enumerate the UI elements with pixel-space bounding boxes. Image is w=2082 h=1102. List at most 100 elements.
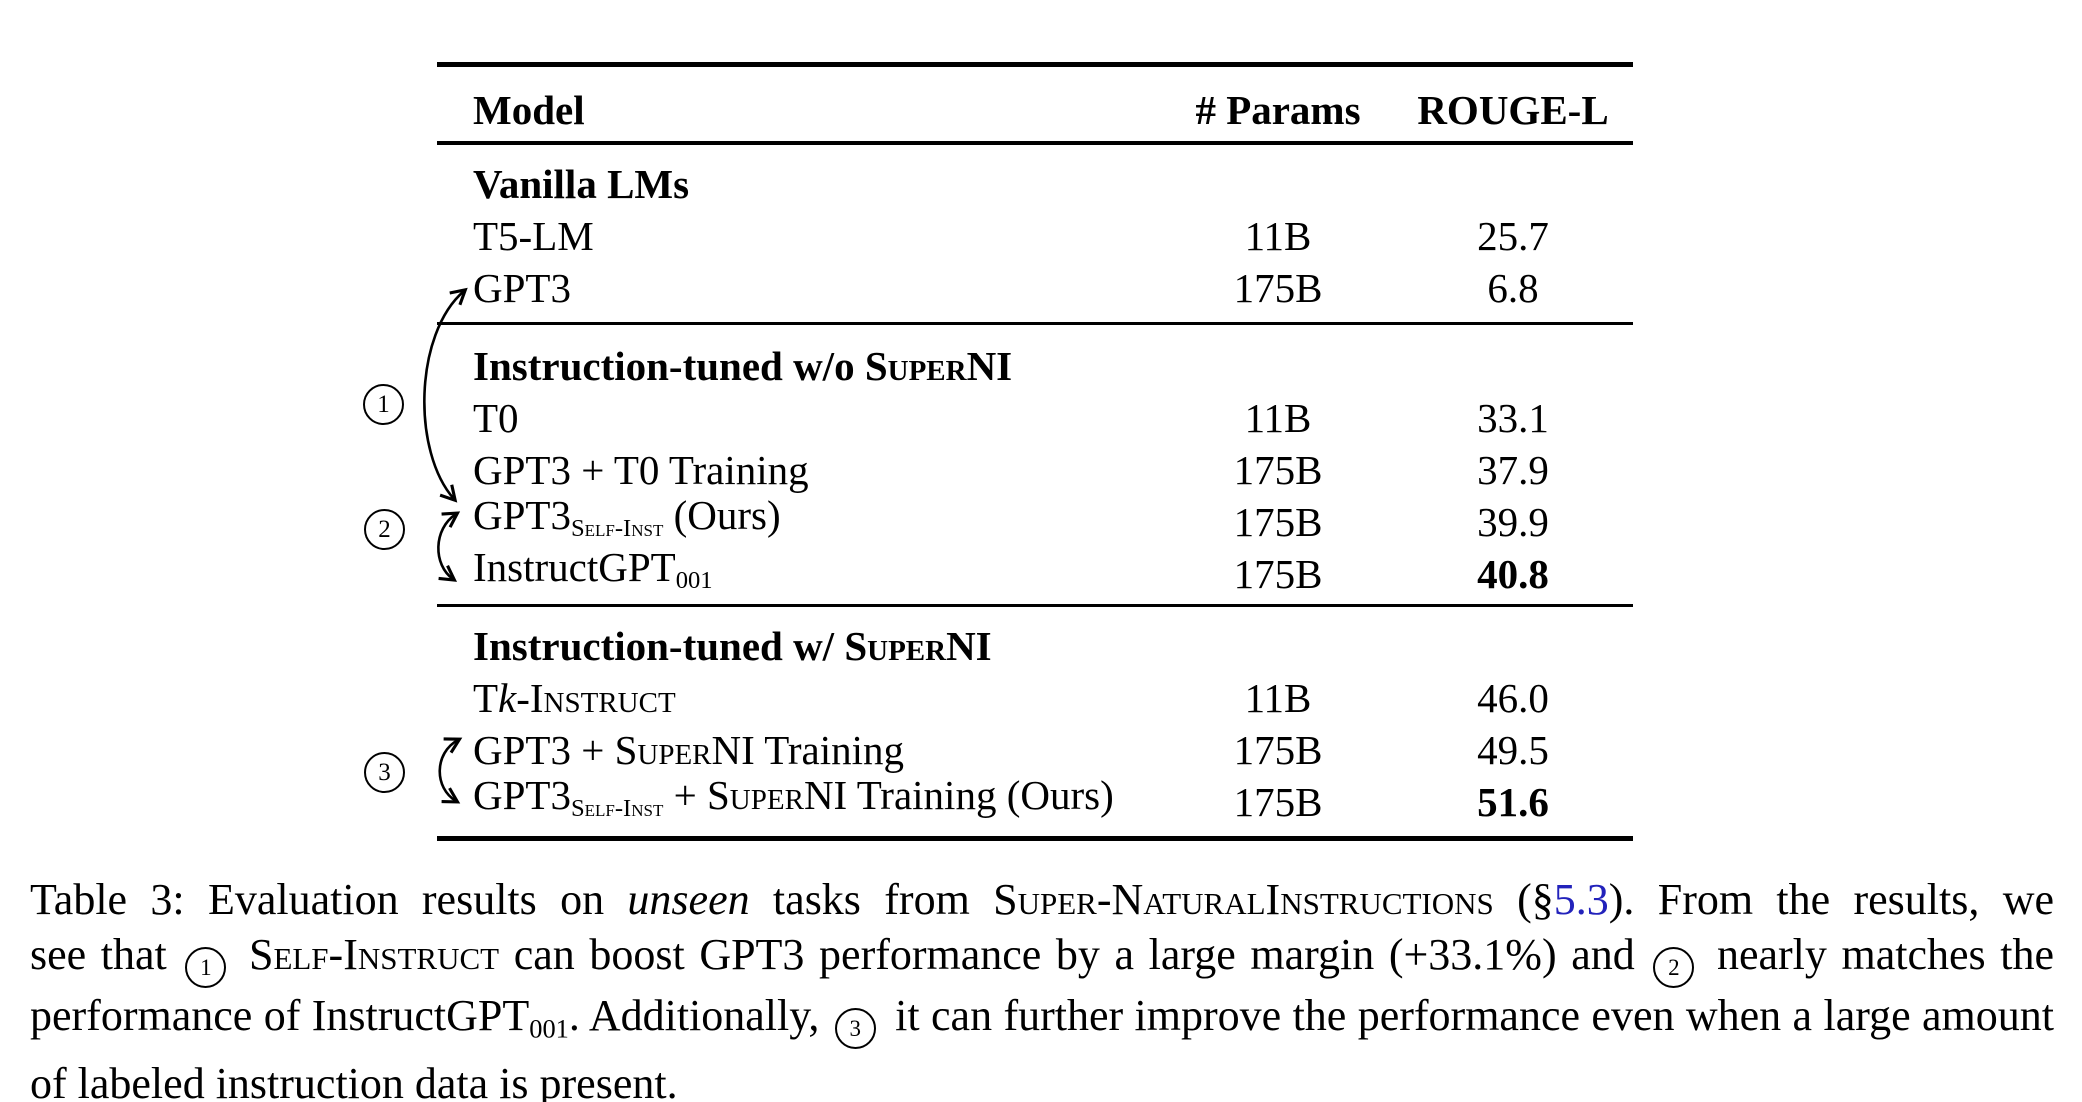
text-segment: Table 3: Evaluation results on	[30, 875, 628, 924]
text-segment: GPT3 + T0 Training	[473, 447, 809, 493]
table-row: GPT3Self-Inst + SuperNI Training (Ours) 1…	[437, 772, 1633, 828]
text-segment: NI Training (Ours)	[803, 772, 1114, 819]
text-segment: NI	[946, 623, 992, 669]
model-cell: GPT3	[437, 262, 1163, 314]
text-segment: of labeled instruction data is present.	[30, 1059, 678, 1102]
table-section: Instruction-tuned w/ SuperNI Tk-Instruct 1…	[437, 600, 1633, 828]
rouge-cell: 40.8	[1477, 551, 1549, 597]
params-cell: 11B	[1244, 675, 1312, 721]
rouge-cell: 39.9	[1477, 499, 1549, 545]
text-segment: +	[663, 772, 707, 819]
text-segment: see that	[30, 930, 182, 979]
table-row: GPT3Self-Inst (Ours) 175B 39.9	[437, 492, 1633, 548]
params-cell: 175B	[1233, 779, 1323, 825]
text-segment: Self-Instruct	[248, 930, 500, 979]
text-segment: -Instruct	[516, 675, 676, 721]
section-title: Instruction-tuned w/ SuperNI	[437, 620, 1633, 672]
header-model: Model	[473, 87, 585, 133]
table-section: Instruction-tuned w/o SuperNI T0 11B 33.1 GP…	[437, 314, 1633, 600]
text-segment: Super	[864, 343, 967, 389]
circled-number-inline: 3	[834, 1008, 876, 1049]
text-segment: tasks from	[749, 875, 994, 924]
text-segment: (Ours)	[663, 492, 781, 539]
table-caption: Table 3: Evaluation results on unseen ta…	[30, 872, 2054, 1102]
text-segment	[234, 930, 249, 979]
header-params: # Params	[1195, 87, 1361, 133]
text-segment: Self-Inst	[570, 794, 664, 822]
table-row: T0 11B 33.1	[437, 392, 1633, 444]
rouge-cell: 51.6	[1477, 779, 1549, 825]
table-body: Vanilla LMs T5-LM 11B 25.7 GPT3 175B 6.8 Instru…	[437, 146, 1633, 828]
rouge-cell: 6.8	[1487, 265, 1539, 311]
text-segment: T0	[473, 395, 519, 441]
table-section-rule-2	[437, 604, 1633, 607]
params-cell: 175B	[1233, 551, 1323, 597]
params-cell: 175B	[1233, 265, 1323, 311]
text-segment: T	[473, 675, 499, 721]
table-header-row: Model # Params ROUGE-L	[437, 79, 1633, 141]
params-cell: 11B	[1244, 395, 1312, 441]
text-segment: Super	[844, 623, 947, 669]
model-cell: GPT3Self-Inst + SuperNI Training (Ours)	[437, 769, 1163, 835]
circled-number-inline: 2	[1653, 947, 1695, 988]
rouge-cell: 37.9	[1477, 447, 1549, 493]
table-section-rule-1	[437, 322, 1633, 325]
text-segment: GPT3	[473, 772, 571, 819]
annotation-circle-1: 1	[363, 384, 404, 425]
table-bottom-rule	[437, 836, 1633, 841]
header-rouge: ROUGE-L	[1417, 87, 1609, 133]
text-segment: can boost GPT3 performance by a large ma…	[499, 930, 1650, 979]
text-segment: T5-LM	[473, 213, 594, 259]
params-cell: 175B	[1233, 447, 1323, 493]
params-cell: 175B	[1233, 727, 1323, 773]
text-segment: unseen	[627, 875, 750, 924]
model-cell: T0	[437, 392, 1163, 444]
text-segment: 001	[675, 566, 713, 594]
text-segment: Super	[614, 727, 712, 773]
text-segment: Instruction-tuned w/	[473, 623, 845, 669]
table-row: Tk-Instruct 11B 46.0	[437, 672, 1633, 724]
text-segment: NI	[966, 343, 1013, 389]
table-row: GPT3 + T0 Training 175B 37.9	[437, 444, 1633, 496]
text-segment: InstructGPT	[473, 544, 676, 591]
rouge-cell: 46.0	[1477, 675, 1549, 721]
table-header-rule	[437, 141, 1633, 145]
model-cell: GPT3Self-Inst (Ours)	[437, 489, 1163, 555]
rouge-cell: 33.1	[1477, 395, 1549, 441]
table-row: T5-LM 11B 25.7	[437, 210, 1633, 262]
table-row: GPT3 + SuperNI Training 175B 49.5	[437, 724, 1633, 776]
table-section: Vanilla LMs T5-LM 11B 25.7 GPT3 175B 6.8	[437, 146, 1633, 314]
text-segment: ). From the results, we	[1608, 875, 2054, 924]
caption-line: of labeled instruction data is present.	[30, 1056, 2054, 1102]
params-cell: 175B	[1233, 499, 1323, 545]
circled-number-inline: 1	[185, 947, 227, 988]
table-row: GPT3 175B 6.8	[437, 262, 1633, 314]
table-row: InstructGPT001 175B 40.8	[437, 544, 1633, 600]
text-segment: Super-NaturalInstructions	[993, 875, 1494, 924]
text-segment: Super	[707, 772, 804, 819]
caption-line: see that 1 Self-Instruct can boost GPT3 …	[30, 927, 2054, 988]
model-cell: T5-LM	[437, 210, 1163, 262]
model-cell: Tk-Instruct	[437, 672, 1163, 724]
annotation-circle-2: 2	[364, 509, 405, 550]
text-segment: GPT3 +	[473, 727, 615, 773]
text-segment: GPT3	[473, 492, 571, 539]
model-cell: InstructGPT001	[437, 541, 1163, 607]
text-segment: . Additionally,	[568, 991, 831, 1040]
text-segment: Instruction-tuned w/o	[473, 343, 865, 389]
text-segment: Vanilla LMs	[473, 161, 690, 207]
text-segment: it can further improve the performance e…	[883, 991, 2054, 1040]
params-cell: 11B	[1244, 213, 1312, 259]
model-cell: GPT3 + SuperNI Training	[437, 724, 1163, 776]
section-link[interactable]: 5.3	[1553, 875, 1609, 924]
text-segment: 001	[529, 1013, 569, 1044]
caption-line: performance of InstructGPT001. Additiona…	[30, 988, 2054, 1056]
annotation-circle-3: 3	[364, 752, 405, 793]
text-segment: GPT3	[473, 265, 571, 311]
caption-line: Table 3: Evaluation results on unseen ta…	[30, 872, 2054, 927]
text-segment: performance of InstructGPT	[30, 991, 530, 1040]
text-segment: k	[498, 675, 517, 721]
text-segment: (§	[1493, 875, 1554, 924]
rouge-cell: 25.7	[1477, 213, 1549, 259]
